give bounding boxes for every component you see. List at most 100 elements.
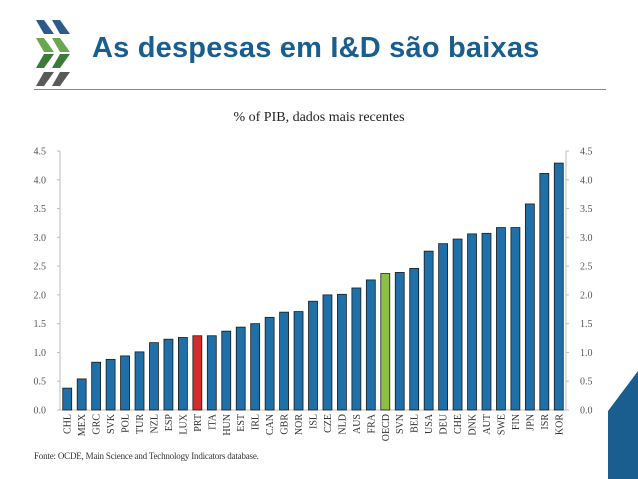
x-tick-label-can: CAN — [265, 414, 276, 435]
y-tick-right-label: 3.5 — [580, 204, 593, 215]
x-tick-label-usa: USA — [424, 413, 435, 434]
y-tick-left-label: 1.5 — [34, 319, 47, 330]
bar-kor — [553, 162, 564, 411]
oecd-logo — [36, 20, 70, 86]
y-tick-left-label: 3.5 — [34, 204, 47, 215]
bars — [62, 162, 564, 411]
y-tick-left-label: 4.5 — [34, 147, 47, 158]
x-tick-label-nzl: NZL — [149, 414, 160, 433]
x-tick-label-pol: POL — [121, 414, 132, 433]
x-tick-label-che: CHE — [453, 414, 464, 434]
x-tick-label-fra: FRA — [366, 413, 377, 433]
y-tick-left-label: 3.0 — [34, 233, 47, 244]
y-tick-left-label: 2.5 — [34, 262, 47, 273]
x-tick-label-bel: BEL — [410, 414, 421, 433]
bar-deu — [438, 243, 448, 411]
bar-svk — [105, 358, 116, 411]
bar-est — [235, 326, 246, 411]
bar-fin — [510, 227, 521, 411]
bar-swe — [496, 227, 506, 411]
logo-stripe-5 — [36, 54, 54, 68]
bar-cze — [322, 294, 333, 411]
x-tick-label-dnk: DNK — [468, 413, 479, 435]
bar-mex — [76, 378, 87, 411]
bar-pol — [120, 355, 130, 411]
y-tick-right-label: 0.5 — [580, 377, 593, 388]
x-tick-label-svk: SVK — [106, 413, 117, 434]
x-tick-label-grc: GRC — [92, 414, 103, 435]
corner-decoration — [608, 371, 638, 479]
chart-title: % of PIB, dados mais recentes — [233, 110, 405, 125]
bar-tur — [134, 351, 145, 411]
y-ticks-left: 0.0 0.5 1.0 1.5 2.0 2.5 3.0 3.5 4.0 4.5 — [34, 147, 60, 417]
x-tick-label-lux: LUX — [178, 413, 189, 434]
x-tick-label-hun: HUN — [222, 414, 233, 436]
x-tick-label-svn: SVN — [395, 414, 406, 434]
x-tick-label-tur: TUR — [135, 414, 146, 434]
y-tick-right-label: 1.0 — [580, 348, 593, 359]
bar-isl — [308, 300, 318, 411]
x-tick-label-swe: SWE — [496, 414, 507, 435]
x-tick-labels: CHL MEX GRC SVK POL TUR NZL ESP LUX PRT ITA HUN EST I… — [63, 413, 566, 441]
x-tick-label-irl: IRL — [251, 414, 262, 430]
bar-hun — [221, 330, 232, 411]
bar-aut — [481, 232, 492, 411]
x-tick-label-deu: DEU — [439, 413, 450, 434]
bar-esp — [163, 338, 174, 411]
bar-lux — [178, 337, 188, 411]
x-tick-label-jpn: JPN — [525, 414, 536, 431]
bar-che — [452, 238, 463, 411]
x-tick-label-chl: CHL — [63, 414, 74, 434]
x-tick-label-esp: ESP — [164, 414, 175, 432]
x-tick-label-aus: AUS — [352, 414, 363, 434]
bar-fra — [365, 279, 376, 411]
x-tick-label-isl: ISL — [309, 414, 320, 429]
y-tick-left-label: 4.0 — [34, 175, 47, 186]
y-tick-right-label: 0.0 — [580, 406, 593, 417]
y-ticks-right: 0.0 0.5 1.0 1.5 2.0 2.5 3.0 3.5 4.0 4.5 — [566, 147, 593, 417]
y-tick-right-label: 2.0 — [580, 290, 593, 301]
logo-stripe-4 — [52, 38, 70, 52]
bar-dnk — [467, 233, 477, 411]
bar-isr — [539, 173, 550, 411]
bar-gbr — [279, 311, 289, 411]
x-tick-label-nor: NOR — [294, 414, 305, 435]
bar-bel — [409, 268, 420, 411]
bar-prt — [192, 335, 203, 411]
y-tick-right-label: 3.0 — [580, 233, 593, 244]
x-tick-label-ita: ITA — [207, 413, 218, 430]
bar-can — [264, 316, 275, 411]
y-tick-right-label: 4.5 — [580, 147, 593, 158]
x-tick-label-cze: CZE — [323, 414, 334, 433]
source-note: Fonte: OCDE, Main Science and Technology… — [34, 451, 259, 461]
x-tick-label-oecd: OECD — [381, 414, 392, 441]
bar-svn — [394, 272, 405, 411]
bar-nld — [337, 293, 347, 411]
y-tick-right-label: 2.5 — [580, 262, 593, 273]
y-tick-left-label: 0.5 — [34, 377, 47, 388]
y-tick-left-label: 2.0 — [34, 290, 47, 301]
x-tick-label-fin: FIN — [511, 414, 522, 430]
x-tick-label-prt: PRT — [193, 414, 204, 432]
y-tick-right-label: 1.5 — [580, 319, 593, 330]
x-tick-label-isr: ISR — [540, 414, 551, 430]
y-tick-left-label: 1.0 — [34, 348, 47, 359]
y-tick-left-label: 0.0 — [34, 406, 47, 417]
x-tick-label-aut: AUT — [482, 414, 493, 435]
slide-title: As despesas em I&D são baixas — [92, 32, 540, 64]
logo-stripe-2 — [52, 20, 70, 34]
x-tick-label-est: EST — [236, 414, 247, 432]
logo-stripe-3 — [36, 38, 54, 52]
bar-jpn — [524, 203, 535, 411]
y-tick-right-label: 4.0 — [580, 175, 593, 186]
logo-stripe-6 — [52, 54, 70, 68]
title-divider — [34, 89, 606, 90]
bar-oecd — [380, 273, 391, 411]
x-tick-label-gbr: GBR — [280, 414, 291, 435]
logo-stripe-8 — [52, 72, 70, 86]
bar-ita — [206, 335, 217, 411]
bar-irl — [250, 323, 261, 411]
bar-chl — [62, 387, 73, 411]
bar-aus — [351, 287, 362, 411]
